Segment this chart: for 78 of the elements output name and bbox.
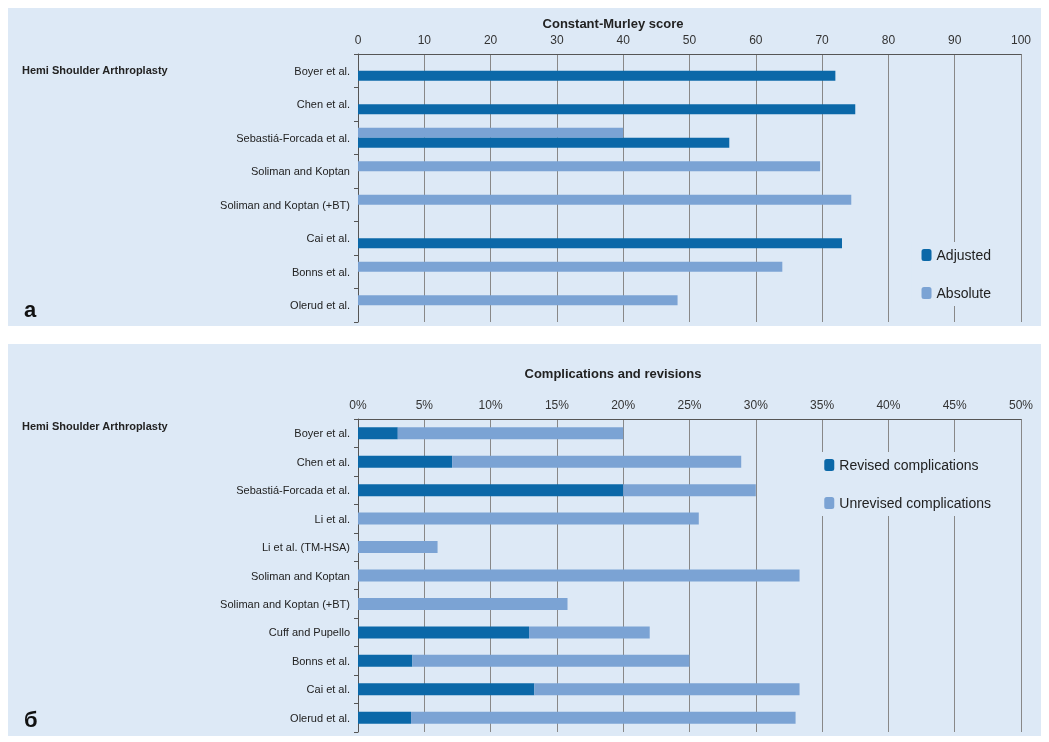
y-tick-label: Soliman and Koptan <box>250 165 350 178</box>
x-tick-label: 45% <box>942 398 968 412</box>
x-tick-label: 0% <box>349 398 367 412</box>
bar <box>358 427 398 440</box>
bar <box>529 626 650 639</box>
bar <box>412 654 690 667</box>
bar <box>358 597 568 610</box>
x-tick-label: 50% <box>1008 398 1034 412</box>
bar <box>358 626 530 639</box>
x-tick-label: 0 <box>354 33 362 47</box>
text: Hemi Shoulder Arthroplasty <box>22 63 169 76</box>
legend-label: Adjusted <box>936 247 991 263</box>
y-tick-label: Chen et al. <box>296 455 350 468</box>
x-tick-label: 20% <box>611 398 636 412</box>
text: б <box>24 706 38 732</box>
y-tick-label: Li et al. (TM-HSA) <box>261 541 350 554</box>
x-tick-label: 15% <box>544 398 570 412</box>
bar <box>452 455 742 468</box>
bar <box>534 683 800 696</box>
bar <box>358 654 413 667</box>
bar <box>358 683 535 696</box>
bar <box>358 569 800 582</box>
bar <box>358 261 783 272</box>
y-tick-label: Bonns et al. <box>291 265 350 278</box>
y-tick-label: Soliman and Koptan (+BT) <box>220 597 350 610</box>
y-tick-label: Cuff and Pupello <box>268 626 350 639</box>
x-tick-label: 35% <box>810 398 835 412</box>
bar <box>358 70 836 81</box>
x-tick-label: 50 <box>682 33 697 47</box>
x-tick-label: 40% <box>876 398 901 412</box>
x-tick-label: 100 <box>1010 33 1032 47</box>
x-tick-label: 60 <box>749 33 763 47</box>
bar <box>411 711 796 724</box>
bar <box>623 484 756 497</box>
bar <box>358 455 453 468</box>
x-tick-label: 5% <box>415 398 434 412</box>
x-tick-label: 70 <box>815 33 830 47</box>
legend-label: Revised complications <box>839 457 979 473</box>
x-tick-label: 20 <box>483 33 498 47</box>
bar <box>358 104 856 115</box>
y-tick-label: Bonns et al. <box>291 654 350 667</box>
y-tick-label: Boyer et al. <box>294 427 350 440</box>
y-tick-label: Chen et al. <box>296 98 350 111</box>
bar <box>397 427 624 440</box>
y-tick-label: Cai et al. <box>306 232 350 245</box>
text: а <box>24 296 37 322</box>
text: Hemi Shoulder Arthroplasty <box>22 419 169 432</box>
x-tick-label: 40 <box>616 33 631 47</box>
bar <box>358 512 699 525</box>
y-tick-label: Sebastiá-Forcada et al. <box>236 131 350 144</box>
y-tick-label: Sebastiá-Forcada et al. <box>236 484 350 497</box>
x-tick-label: 25% <box>677 398 702 412</box>
bar <box>358 711 412 724</box>
x-tick-label: 10 <box>417 33 432 47</box>
y-tick-label: Li et al. <box>314 512 350 525</box>
y-tick-label: Soliman and Koptan (+BT) <box>220 198 350 211</box>
x-tick-label: 10% <box>478 398 503 412</box>
chart-title: Complications and revisions <box>524 366 702 381</box>
bar <box>358 238 842 249</box>
bar <box>358 484 624 497</box>
bar <box>358 137 730 148</box>
y-tick-label: Olerud et al. <box>290 299 350 312</box>
y-tick-label: Cai et al. <box>306 683 350 696</box>
y-tick-label: Boyer et al. <box>294 64 350 77</box>
bar <box>358 161 821 172</box>
x-tick-label: 30% <box>743 398 769 412</box>
x-tick-label: 80 <box>881 33 896 47</box>
legend-label: Absolute <box>936 285 992 301</box>
x-tick-label: 90 <box>948 33 962 47</box>
chart-title: Constant-Murley score <box>542 16 684 31</box>
bar <box>358 127 624 138</box>
bar <box>358 295 678 306</box>
y-tick-label: Olerud et al. <box>290 711 350 724</box>
y-tick-label: Soliman and Koptan <box>250 569 350 582</box>
x-tick-label: 30 <box>550 33 564 47</box>
bar <box>358 194 852 205</box>
bar <box>358 541 438 554</box>
legend-label: Unrevised complications <box>839 495 991 511</box>
